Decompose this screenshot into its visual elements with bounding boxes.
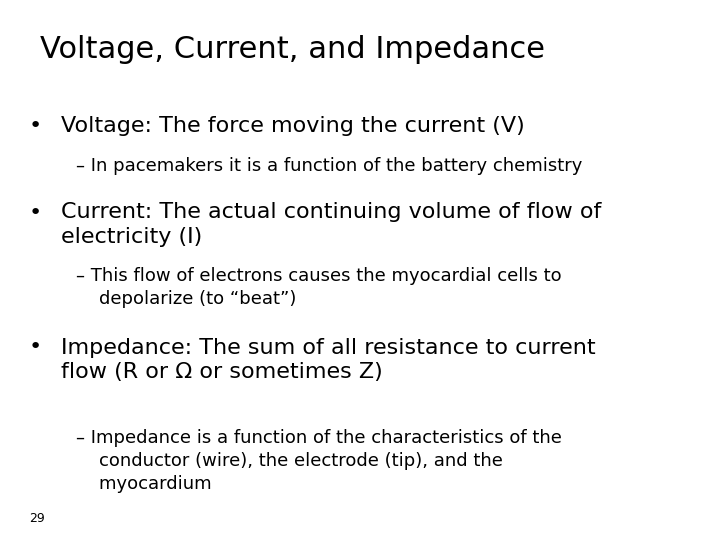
Text: Impedance: The sum of all resistance to current
flow (R or Ω or sometimes Z): Impedance: The sum of all resistance to … [61,338,596,382]
Text: •: • [29,202,42,222]
Text: •: • [29,116,42,136]
Text: – Impedance is a function of the characteristics of the
    conductor (wire), th: – Impedance is a function of the charact… [76,429,562,493]
Text: Voltage: The force moving the current (V): Voltage: The force moving the current (V… [61,116,525,136]
Text: 29: 29 [29,512,45,525]
Text: – This flow of electrons causes the myocardial cells to
    depolarize (to “beat: – This flow of electrons causes the myoc… [76,267,561,308]
Text: Voltage, Current, and Impedance: Voltage, Current, and Impedance [40,35,544,64]
Text: Current: The actual continuing volume of flow of
electricity (I): Current: The actual continuing volume of… [61,202,602,247]
Text: – In pacemakers it is a function of the battery chemistry: – In pacemakers it is a function of the … [76,157,582,174]
Text: •: • [29,338,42,357]
